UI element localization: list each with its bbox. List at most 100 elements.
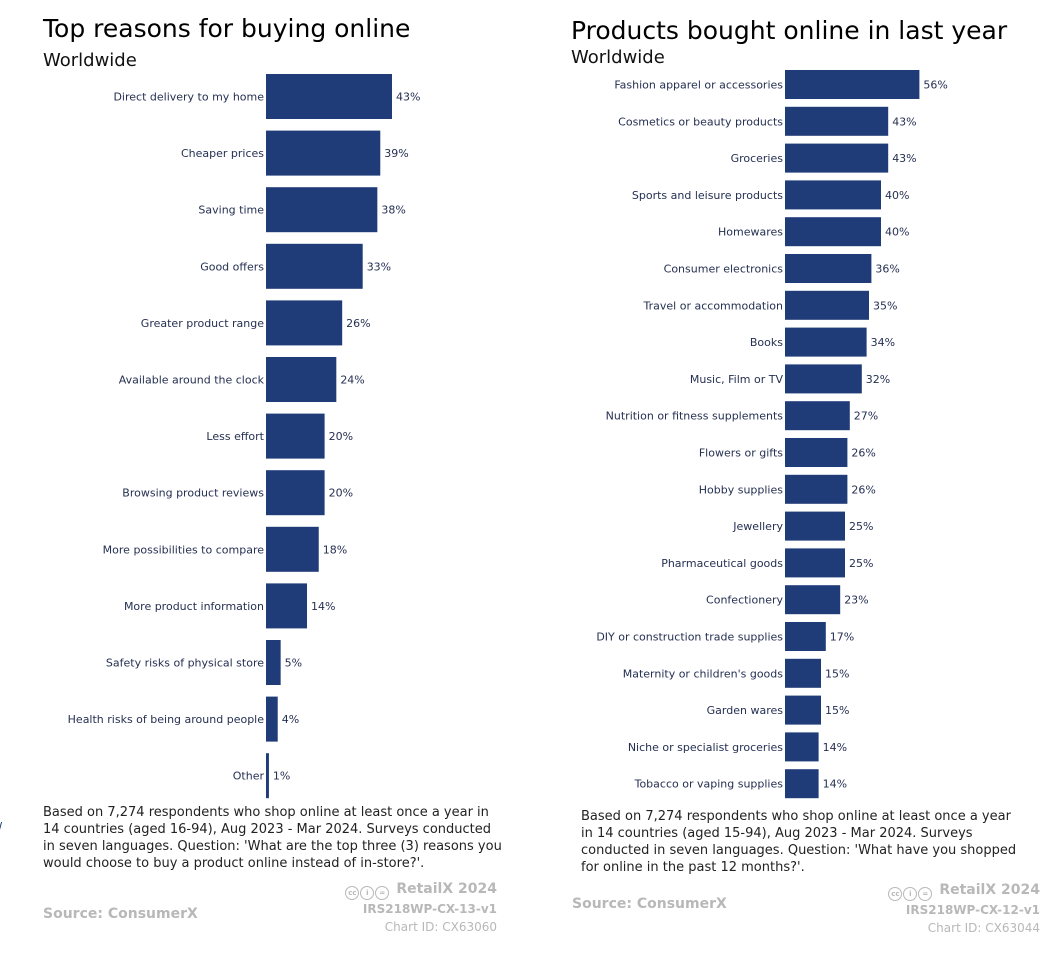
chart-title: Top reasons for buying online [43,14,411,43]
category-label: Garden wares [707,704,784,717]
category-label: Consumer electronics [664,263,784,276]
value-label: 14% [311,600,335,613]
bar-jewellery [785,511,845,541]
bar-other [266,753,269,799]
chart-id: Chart ID: CX63060 [384,920,497,934]
bar-less-effort [266,413,325,459]
value-label: 24% [340,374,364,387]
value-label: 56% [923,79,947,92]
value-label: 20% [329,487,353,500]
value-label: 15% [825,704,849,717]
value-label: 32% [866,373,890,386]
value-label: 39% [384,147,408,160]
bar-music-film-or-tv [785,364,862,394]
value-label: 34% [871,336,895,349]
category-label: Health risks of being around people [68,713,265,726]
category-label: Confectionery [706,594,783,607]
value-label: 14% [823,741,847,754]
bar-more-possibilities-to-compare [266,526,319,572]
bar-cosmetics-or-beauty-products [785,106,889,136]
attribution-icon: i [360,886,375,900]
methodology-note: Based on 7,274 respondents who shop onli… [581,809,1017,875]
value-label: 40% [885,226,909,239]
value-label: 36% [875,263,899,276]
category-label: Direct delivery to my home [113,91,264,104]
value-label: 18% [323,543,347,556]
creative-commons-icon: cc [888,887,903,901]
chart-subtitle: Worldwide [43,50,137,71]
value-label: 5% [285,657,302,670]
value-label: 1% [273,770,290,783]
bar-chart-products: Fashion apparel or accessories 56% Cosmeti… [596,70,948,799]
bar-groceries [785,143,889,173]
bar-tobacco-or-vaping-supplies [785,769,819,799]
bar-consumer-electronics [785,254,872,283]
category-label: Fashion apparel or accessories [614,79,783,92]
bar-pharmaceutical-goods [785,548,845,578]
bar-greater-product-range [266,300,343,346]
credit-block: cc i = RetailX 2024 IRS218WP-CX-13-v1 Char… [345,881,497,936]
bar-diy-or-construction-trade-supplies [785,622,826,651]
category-label: Music, Film or TV [690,373,784,386]
category-label: Saving time [198,204,264,217]
value-label: 43% [892,152,916,165]
category-label: Good offers [200,260,264,273]
value-label: 15% [825,667,849,680]
chart-code: IRS218WP-CX-12-v1 [905,903,1040,917]
category-label: Sports and leisure products [632,189,783,202]
chart-subtitle: Worldwide [571,47,665,68]
value-label: 25% [849,520,873,533]
category-label: Flowers or gifts [699,447,783,460]
bar-fashion-apparel-or-accessories [785,70,920,99]
category-label: Browsing product reviews [122,487,264,500]
category-label: Greater product range [141,317,264,330]
bar-sports-and-leisure-products [785,180,881,210]
value-label: 27% [854,410,878,423]
bar-chart-reasons: Direct delivery to my home 43% Cheaper pri… [68,74,420,799]
source-label: Source: ConsumerX [43,906,198,922]
value-label: 43% [396,91,420,104]
left-chart-panel: Top reasons for buying online Worldwide … [0,0,520,961]
category-label: Available around the clock [119,374,265,387]
bar-maternity-or-children-s-goods [785,658,821,688]
value-label: 26% [851,447,875,460]
category-label: Books [750,336,783,349]
value-label: 23% [844,594,868,607]
category-label: Travel or accommodation [643,299,783,312]
value-label: 17% [830,631,854,644]
category-label: Groceries [731,152,784,165]
category-label: DIY or construction trade supplies [596,631,783,644]
category-label: Homewares [718,226,783,239]
chart-title: Products bought online in last year [571,16,1008,45]
bar-travel-or-accommodation [785,290,869,320]
no-derivatives-icon: = [918,887,933,901]
bar-garden-wares [785,695,821,725]
bar-more-product-information [266,583,308,629]
category-label: Maternity or children's goods [623,667,784,680]
bar-homewares [785,217,881,247]
value-label: 33% [367,260,391,273]
value-label: 38% [381,204,405,217]
value-label: 20% [329,430,353,443]
category-label: Other [233,770,265,783]
value-label: 26% [346,317,370,330]
bar-nutrition-or-fitness-supplements [785,401,850,431]
category-label: Tobacco or vaping supplies [634,778,784,791]
bar-good-offers [266,243,363,289]
chart-id: Chart ID: CX63044 [927,921,1040,935]
bar-direct-delivery-to-my-home [266,74,392,119]
license-icons: cc i = [345,883,390,900]
value-label: 40% [885,189,909,202]
category-label: Jewellery [732,520,783,533]
attribution-icon: i [903,887,918,901]
category-label: Niche or specialist groceries [628,741,783,754]
category-label: Cheaper prices [181,147,264,160]
license-icons: cc i = [888,884,933,901]
category-label: Safety risks of physical store [106,657,264,670]
bar-saving-time [266,187,378,233]
bar-safety-risks-of-physical-store [266,640,281,685]
bar-flowers-or-gifts [785,438,848,467]
bar-confectionery [785,585,841,615]
credit-block: cc i = RetailX 2024 IRS218WP-CX-12-v1 Char… [888,882,1040,937]
creative-commons-icon: cc [345,886,360,900]
